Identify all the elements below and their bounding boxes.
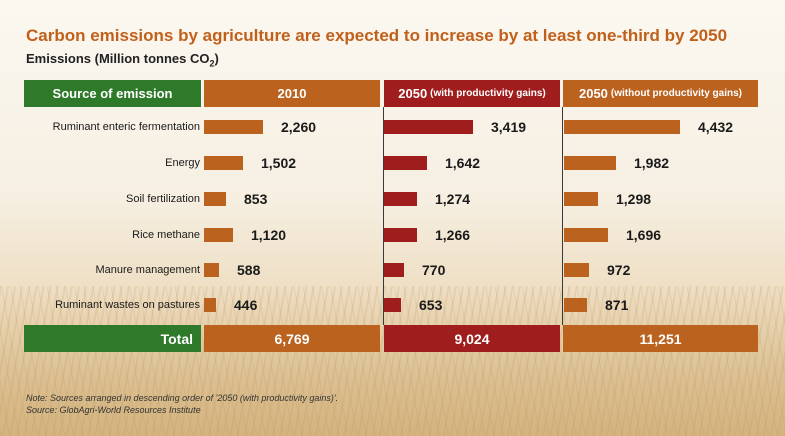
bar-2050-with-gains (384, 120, 473, 134)
value-label-2050-without-gains: 1,696 (626, 227, 662, 243)
column-divider (562, 107, 563, 325)
chart-title: Carbon emissions by agriculture are expe… (26, 26, 728, 45)
row-label: Manure management (95, 264, 200, 276)
bar-2050-without-gains (564, 298, 587, 312)
row-label: Ruminant wastes on pastures (55, 299, 200, 311)
bar-2050-without-gains (564, 263, 589, 277)
bar-2050-with-gains (384, 263, 404, 277)
row-label: Ruminant enteric fermentation (52, 121, 200, 133)
bar-2050-without-gains (564, 120, 680, 134)
value-label-2010: 1,502 (261, 155, 297, 171)
value-label-2050-without-gains: 871 (605, 297, 629, 313)
value-label-2050-with-gains: 1,274 (435, 191, 471, 207)
value-label-2050-with-gains: 1,642 (445, 155, 481, 171)
value-label-2010: 588 (237, 262, 261, 278)
bar-2010 (204, 228, 233, 242)
bar-2050-with-gains (384, 156, 427, 170)
row-label: Energy (165, 157, 200, 169)
chart-subtitle: Emissions (Million tonnes CO2) (26, 51, 219, 69)
row-label: Rice methane (132, 229, 200, 241)
column-divider (383, 107, 384, 325)
bar-2010 (204, 298, 216, 312)
value-label-2050-without-gains: 1,982 (634, 155, 670, 171)
value-label-2050-with-gains: 3,419 (491, 119, 527, 135)
bar-2050-with-gains (384, 228, 417, 242)
total-2010: 6,769 (204, 325, 380, 352)
bar-2050-without-gains (564, 192, 598, 206)
bar-2010 (204, 263, 219, 277)
bar-2050-without-gains (564, 156, 616, 170)
bar-2050-with-gains (384, 298, 401, 312)
value-label-2050-with-gains: 653 (419, 297, 443, 313)
header-source: Source of emission (24, 80, 201, 107)
value-label-2010: 2,260 (281, 119, 317, 135)
bar-2050-without-gains (564, 228, 608, 242)
row-label: Soil fertilization (126, 193, 200, 205)
value-label-2010: 853 (244, 191, 268, 207)
note-text: Note: Sources arranged in descending ord… (26, 393, 339, 403)
value-label-2010: 446 (234, 297, 258, 313)
total-2050-without-gains: 11,251 (563, 325, 758, 352)
bar-2010 (204, 192, 226, 206)
footnote: Note: Sources arranged in descending ord… (26, 392, 338, 416)
bar-2010 (204, 156, 243, 170)
value-label-2010: 1,120 (251, 227, 287, 243)
value-label-2050-with-gains: 1,266 (435, 227, 471, 243)
bar-2050-with-gains (384, 192, 417, 206)
total-2050-with-gains: 9,024 (384, 325, 560, 352)
value-label-2050-without-gains: 1,298 (616, 191, 652, 207)
header-2010: 2010 (204, 80, 380, 107)
source-text: Source: GlobAgri-World Resources Institu… (26, 405, 201, 415)
value-label-2050-without-gains: 972 (607, 262, 631, 278)
value-label-2050-with-gains: 770 (422, 262, 446, 278)
header-2050-without-gains: 2050 (without productivity gains) (563, 80, 758, 107)
total-label: Total (24, 325, 201, 352)
bar-2010 (204, 120, 263, 134)
header-2050-with-gains: 2050 (with productivity gains) (384, 80, 560, 107)
value-label-2050-without-gains: 4,432 (698, 119, 734, 135)
